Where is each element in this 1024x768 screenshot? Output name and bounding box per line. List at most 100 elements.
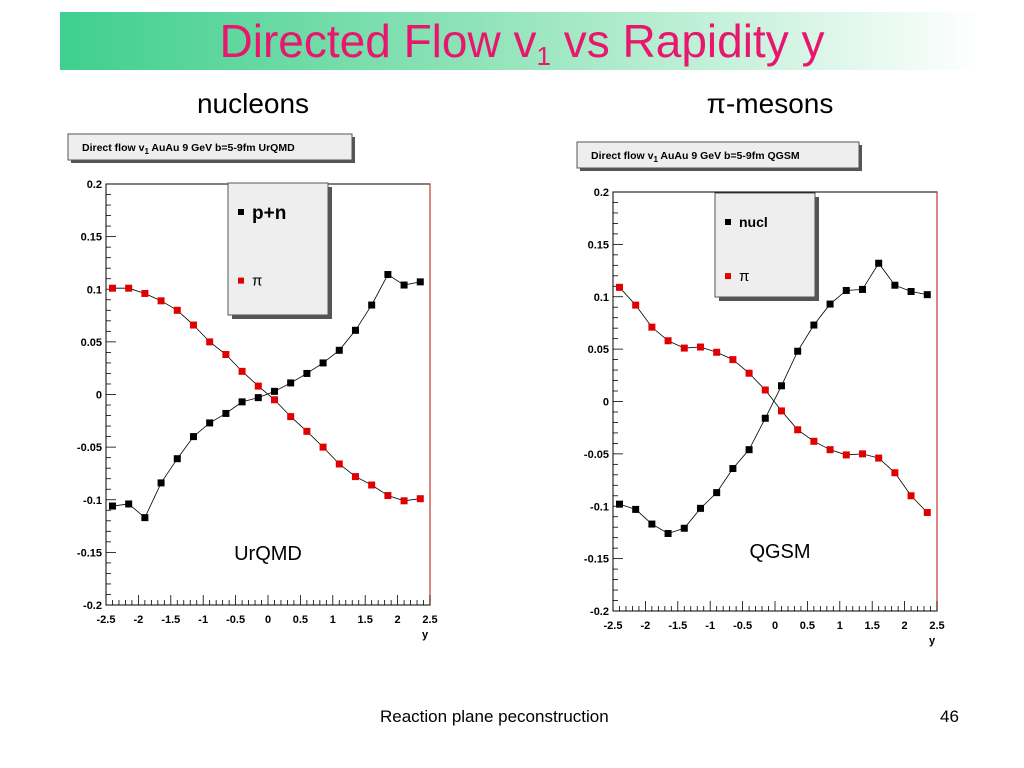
data-point: [416, 495, 424, 503]
data-point: [858, 450, 866, 458]
data-point: [238, 367, 246, 375]
x-tick-label: 2: [395, 614, 401, 626]
title-band: [60, 12, 984, 70]
data-point: [303, 369, 311, 377]
chart-title-box: [67, 133, 353, 161]
y-tick-label: 0.1: [594, 292, 609, 304]
data-point: [632, 505, 640, 513]
y-tick-label: -0.15: [77, 547, 102, 559]
y-tick-label: 0.15: [588, 239, 609, 251]
data-point: [400, 497, 408, 505]
data-point: [125, 500, 133, 508]
data-point: [351, 473, 359, 481]
legend-label: π: [739, 268, 749, 285]
chart-title-main: Direct flow v: [82, 142, 145, 154]
legend-label: π: [252, 273, 262, 290]
data-point: [729, 356, 737, 364]
slide-title: Directed Flow v1 vs Rapidity y: [0, 12, 1024, 85]
x-tick-label: 0: [772, 620, 778, 632]
data-point: [319, 359, 327, 367]
x-tick-label: -1.5: [161, 614, 180, 626]
data-point: [157, 479, 165, 487]
data-point: [270, 387, 278, 395]
data-point: [842, 286, 850, 294]
legend-label: nucl: [739, 214, 768, 230]
x-tick-label: -1: [198, 614, 208, 626]
data-point: [384, 271, 392, 279]
data-point: [696, 504, 704, 512]
slide-title-subscript: 1: [536, 41, 551, 71]
data-point: [842, 451, 850, 459]
series-line: [112, 273, 421, 519]
data-point: [794, 426, 802, 434]
x-tick-label: 0.5: [800, 620, 815, 632]
x-tick-label: 1.5: [865, 620, 880, 632]
legend-marker: [238, 209, 244, 215]
data-point: [729, 465, 737, 473]
data-point: [777, 407, 785, 415]
data-point: [125, 284, 133, 292]
y-tick-label: 0: [96, 390, 102, 402]
data-point: [745, 446, 753, 454]
y-tick-label: -0.05: [584, 449, 609, 461]
y-tick-label: -0.1: [83, 495, 102, 507]
data-point: [416, 278, 424, 286]
slide-title-main: Directed Flow v: [219, 15, 537, 67]
data-point: [648, 323, 656, 331]
data-point: [189, 321, 197, 329]
data-point: [206, 338, 214, 346]
y-tick-label: -0.1: [590, 501, 609, 513]
chart-title: Direct flow v1 AuAu 9 GeV b=5-9fm QGSM: [591, 150, 800, 164]
x-tick-label: 0: [265, 614, 271, 626]
data-point: [368, 301, 376, 309]
data-point: [858, 285, 866, 293]
data-point: [648, 520, 656, 528]
data-point: [923, 509, 931, 517]
data-point: [173, 306, 181, 314]
data-point: [891, 281, 899, 289]
data-point: [108, 284, 116, 292]
data-point: [923, 291, 931, 299]
chart-title-subscript: 1: [144, 147, 149, 156]
data-point: [222, 409, 230, 417]
data-point: [826, 446, 834, 454]
legend-label: p+n: [252, 203, 286, 224]
x-tick-label: 2.5: [929, 620, 944, 632]
data-point: [189, 433, 197, 441]
data-point: [319, 443, 327, 451]
data-point: [761, 414, 769, 422]
x-tick-label: 1: [330, 614, 336, 626]
y-tick-label: 0.15: [81, 232, 102, 244]
page-number: 46: [940, 707, 959, 726]
data-point: [826, 300, 834, 308]
x-tick-label: -2: [641, 620, 651, 632]
x-tick-label: 2.5: [422, 614, 437, 626]
chart-title-box: [576, 141, 860, 169]
left-panel-heading: nucleons: [196, 88, 310, 119]
data-point: [794, 347, 802, 355]
data-point: [238, 398, 246, 406]
data-point: [287, 413, 295, 421]
data-point: [335, 346, 343, 354]
data-point: [713, 489, 721, 497]
y-tick-label: -0.05: [77, 442, 102, 454]
y-tick-label: 0.05: [588, 344, 609, 356]
chart-title-main: Direct flow v: [591, 150, 654, 162]
slide-title-tail: vs Rapidity y: [550, 15, 825, 67]
footer-caption: Reaction plane peconstruction: [380, 707, 609, 726]
x-tick-label: -2: [134, 614, 144, 626]
chart-title: Direct flow v1 AuAu 9 GeV b=5-9fm UrQMD: [82, 142, 295, 156]
data-point: [615, 283, 623, 291]
data-point: [810, 321, 818, 329]
legend-box: [714, 192, 816, 298]
x-tick-label: -1.5: [668, 620, 687, 632]
y-tick-label: 0.1: [87, 284, 102, 296]
data-point: [141, 289, 149, 297]
y-tick-label: 0.05: [81, 337, 102, 349]
y-tick-label: 0.2: [87, 179, 102, 191]
data-point: [680, 524, 688, 532]
data-point: [173, 455, 181, 463]
legend-marker: [725, 219, 731, 225]
data-point: [632, 301, 640, 309]
data-point: [335, 460, 343, 468]
